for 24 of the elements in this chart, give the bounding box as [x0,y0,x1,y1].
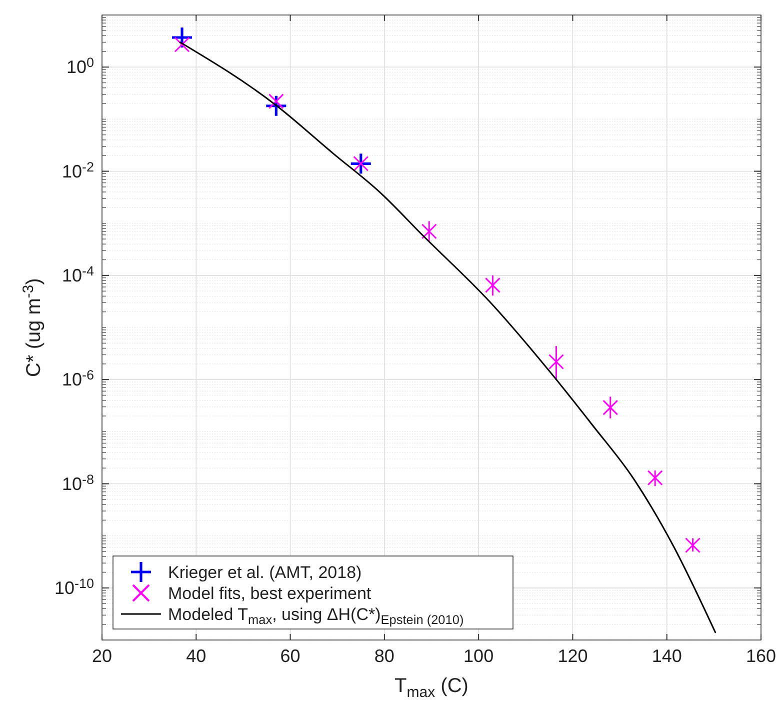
y-tick-label: 10$^{-2}$ [62,158,94,182]
y-tick-label: 10$^{-4}$ [62,263,94,286]
y-tick-label: 10$^{-6}$ [62,367,94,390]
legend-label: Model fits, best experiment [168,584,372,603]
point [647,470,663,486]
legend-label: Modeled T$_{max}$, using ΔH(C*)$_{Epstein (2010)}$ [168,605,464,627]
point [484,277,500,293]
x-tick-label: 140 [652,646,682,666]
x-tick-label: 40 [186,646,206,666]
x-tick-label: 160 [746,646,776,666]
point [421,224,437,240]
x-tick-label: 80 [374,646,394,666]
legend-label: Krieger et al. (AMT, 2018) [168,563,362,582]
x-tick-label: 100 [464,646,494,666]
y-tick-label: 10$^{-10}$ [54,576,94,598]
x-axis-title: T$_{max}$ (C) [394,675,468,700]
x-tick-label: 60 [280,646,300,666]
point [548,354,564,370]
point [602,400,618,416]
y-tick-label: 10$^{-8}$ [62,471,94,494]
x-tick-label: 20 [92,646,112,666]
point [684,537,700,553]
y-tick-label: 10$^{0}$ [66,54,94,78]
x-tick-label: 120 [558,646,588,666]
